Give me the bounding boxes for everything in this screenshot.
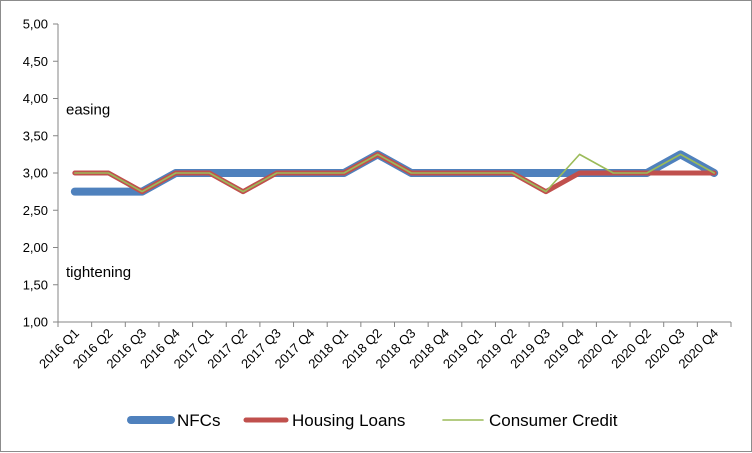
y-tick-label: 3,00 xyxy=(23,166,48,181)
y-tick-label: 4,00 xyxy=(23,91,48,106)
axes xyxy=(53,23,732,327)
y-tick-label: 1,50 xyxy=(23,277,48,292)
y-tick-labels: 1,00 1,50 2,00 2,50 3,00 3,50 4,00 4,50 5,00 xyxy=(23,17,48,330)
y-tick-label: 5,00 xyxy=(23,17,48,32)
legend-label-consumer-credit: Consumer Credit xyxy=(489,411,618,430)
series-lines xyxy=(70,150,719,196)
y-tick-label: 3,50 xyxy=(23,128,48,143)
annotation-tightening: tightening xyxy=(66,264,131,281)
series-line-consumer-credit xyxy=(74,153,715,193)
annotations: easing tightening xyxy=(66,102,131,281)
legend: NFCs Housing Loans Consumer Credit xyxy=(127,411,618,430)
y-tick-label: 4,50 xyxy=(23,54,48,69)
y-tick-label: 2,50 xyxy=(23,203,48,218)
legend-label-nfcs: NFCs xyxy=(177,411,220,430)
legend-label-housing-loans: Housing Loans xyxy=(292,411,405,430)
y-tick-label: 1,00 xyxy=(23,315,48,330)
y-tick-label: 2,00 xyxy=(23,240,48,255)
annotation-easing: easing xyxy=(66,102,110,119)
